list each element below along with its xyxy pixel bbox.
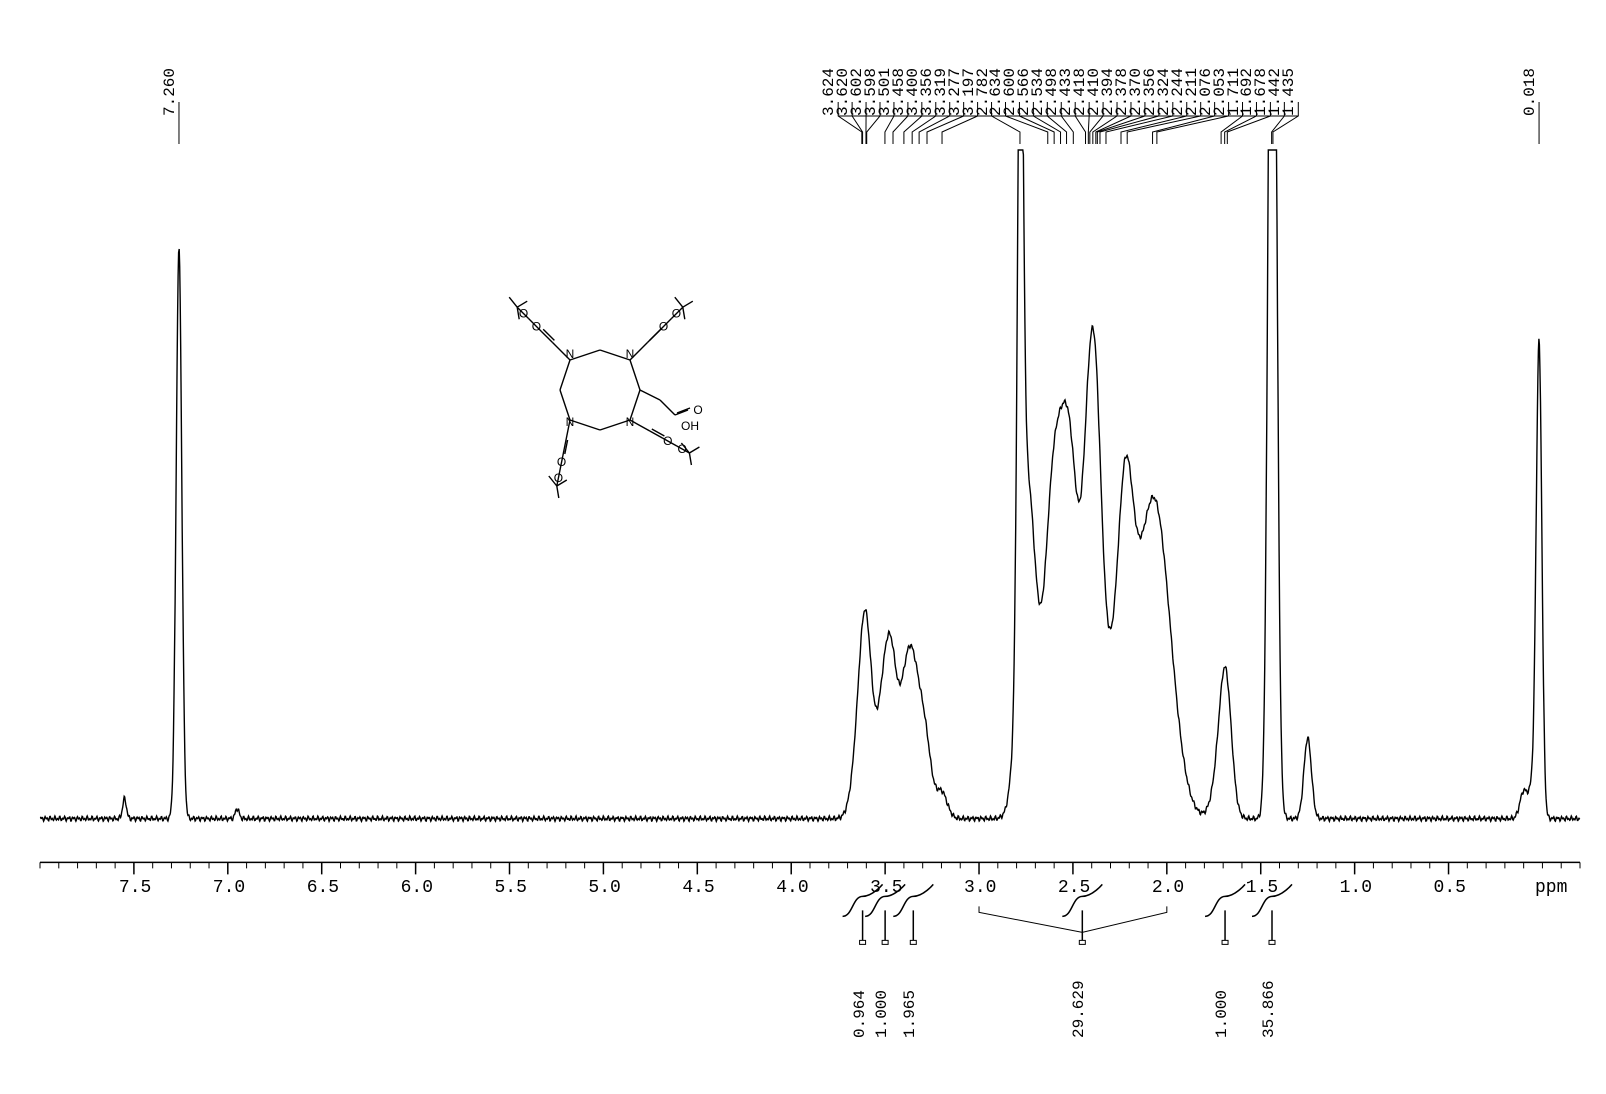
axis-tick-label: 1.0 bbox=[1340, 878, 1372, 898]
integration-value: 35.866 bbox=[1260, 981, 1278, 1039]
integration-value: 29.629 bbox=[1070, 981, 1088, 1039]
axis-tick-label: 2.5 bbox=[1058, 878, 1090, 898]
svg-text:N: N bbox=[626, 347, 635, 361]
nmr-spectrum-container: NNNNOOOOOOOOOOH 7.2603.6243.6203.6023.59… bbox=[20, 20, 1586, 1074]
axis-tick-label: 6.5 bbox=[307, 878, 339, 898]
axis-tick-label: 3.5 bbox=[870, 878, 902, 898]
axis-tick-label: 5.0 bbox=[588, 878, 620, 898]
axis-unit-label: ppm bbox=[1535, 878, 1567, 898]
nmr-spectrum-plot bbox=[20, 20, 1586, 1074]
integration-value: 1.000 bbox=[873, 990, 891, 1038]
axis-tick-label: 2.0 bbox=[1152, 878, 1184, 898]
axis-tick-label: 4.5 bbox=[682, 878, 714, 898]
axis-tick-label: 0.5 bbox=[1434, 878, 1466, 898]
molecular-structure: NNNNOOOOOOOOOOH bbox=[490, 270, 710, 500]
axis-tick-label: 7.5 bbox=[119, 878, 151, 898]
axis-tick-label: 1.5 bbox=[1246, 878, 1278, 898]
axis-tick-label: 7.0 bbox=[213, 878, 245, 898]
axis-tick-label: 4.0 bbox=[776, 878, 808, 898]
svg-text:O: O bbox=[693, 403, 702, 417]
peak-label: 7.260 bbox=[161, 68, 179, 116]
integration-value: 1.965 bbox=[901, 990, 919, 1038]
svg-text:N: N bbox=[566, 347, 575, 361]
peak-label: 0.018 bbox=[1521, 68, 1539, 116]
axis-tick-label: 5.5 bbox=[495, 878, 527, 898]
integration-value: 1.000 bbox=[1213, 990, 1231, 1038]
axis-tick-label: 6.0 bbox=[401, 878, 433, 898]
axis-tick-label: 3.0 bbox=[964, 878, 996, 898]
integration-value: 0.964 bbox=[851, 990, 869, 1038]
svg-text:OH: OH bbox=[681, 419, 699, 433]
peak-label: 1.435 bbox=[1280, 68, 1298, 116]
